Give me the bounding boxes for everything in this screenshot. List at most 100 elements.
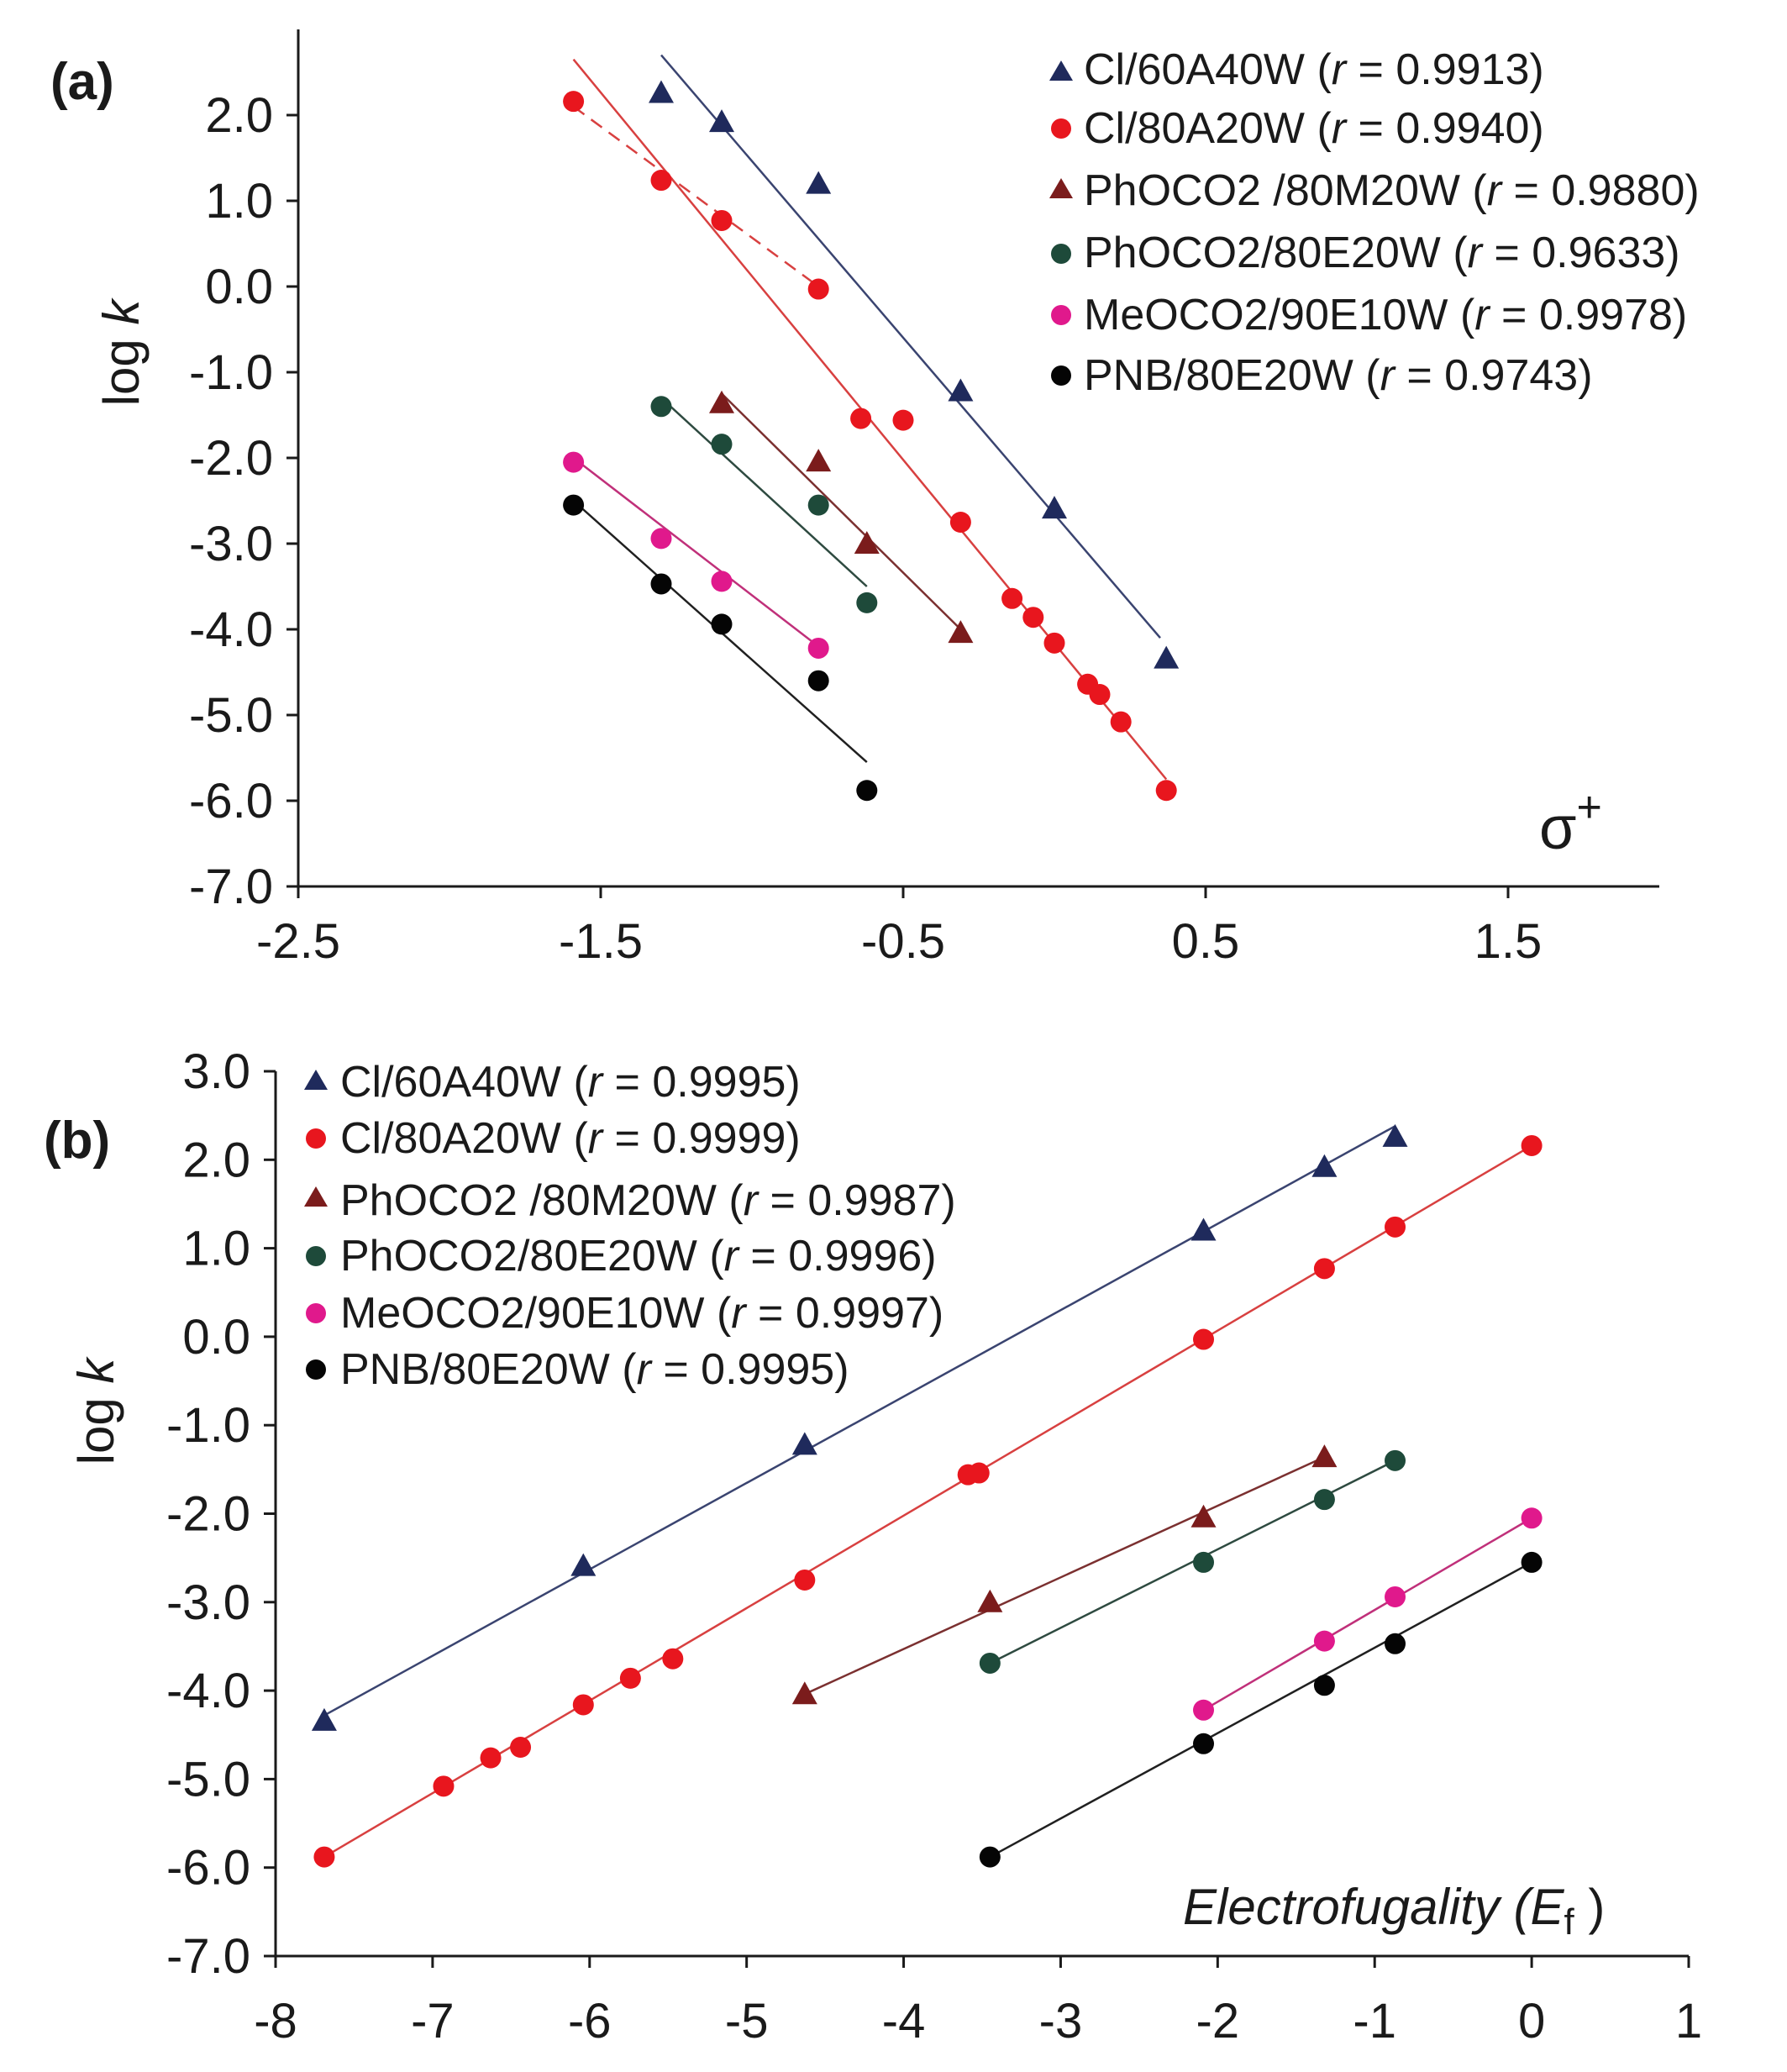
legend-series-name: PhOCO2 /80M20W — [340, 1176, 717, 1225]
panel-b-point-phoco2-80e20w — [1193, 1551, 1215, 1573]
panel-b-point-cl-60a40w — [791, 1432, 817, 1455]
panel-a-x-tick-label: -1.5 — [559, 914, 643, 969]
panel-a-point-pnb-80e20w — [563, 494, 585, 516]
legend-r-value: 0.9913 — [1395, 45, 1529, 94]
panel-b-fit-line-meoco2-90e10w — [1202, 1517, 1532, 1712]
panel-b-x-tick-label: -5 — [725, 1994, 769, 2048]
panel-b-legend-marker-meoco2-90e10w — [306, 1303, 326, 1323]
panel-b-y-tick-label: 0.0 — [182, 1310, 250, 1365]
legend-r-value: 0.9940 — [1395, 104, 1529, 153]
panel-b-point-phoco2-80m20w — [1190, 1504, 1217, 1528]
svg-text:Cl/60A40W (r = 0.9995): Cl/60A40W (r = 0.9995) — [340, 1058, 801, 1107]
panel-b-point-phoco2-80m20w — [1311, 1444, 1338, 1468]
panel-b-point-cl-80a20w — [794, 1569, 816, 1591]
panel-a-y-tick-label: -4.0 — [189, 602, 273, 657]
panel-b-point-phoco2-80m20w — [977, 1589, 1003, 1612]
panel-a-legend-marker-cl-80a20w — [1051, 118, 1071, 139]
legend-r-value: 0.9978 — [1539, 291, 1673, 339]
panel-a-point-cl-60a40w — [1042, 496, 1067, 519]
panel-a-y-tick-label: -7.0 — [189, 860, 273, 914]
panel-a-y-tick-label: 0.0 — [205, 260, 273, 314]
panel-b-point-cl-60a40w — [1382, 1123, 1408, 1147]
panel-b-point-cl-60a40w — [311, 1707, 337, 1731]
panel-b-legend-marker-cl-60a40w — [304, 1070, 328, 1090]
panel-b-point-cl-80a20w — [1385, 1216, 1406, 1238]
svg-text:PNB/80E20W (r = 0.9995): PNB/80E20W (r = 0.9995) — [340, 1345, 849, 1394]
legend-series-name: Cl/80A20W — [340, 1114, 561, 1163]
panel-a-point-cl-80a20w — [563, 91, 585, 113]
panel-a-point-phoco2-80e20w — [856, 592, 878, 613]
panel-b-legend-entry-phoco2-80e20w: PhOCO2/80E20W (r = 0.9996) — [306, 1232, 937, 1281]
panel-a-x-tick-label: 1.5 — [1474, 914, 1543, 969]
panel-b-point-cl-60a40w — [1190, 1217, 1217, 1241]
panel-a-y-tick-label: 1.0 — [205, 174, 273, 229]
panel-a-legend-marker-pnb-80e20w — [1051, 365, 1071, 386]
svg-text:PhOCO2 /80M20W (r = 0.9880): PhOCO2 /80M20W (r = 0.9880) — [1084, 166, 1700, 215]
panel-a-point-cl-80a20w — [1022, 607, 1044, 628]
panel-b-point-meoco2-90e10w — [1385, 1586, 1406, 1607]
panel-b-x-tick-label: -4 — [882, 1994, 926, 2048]
panel-a-point-cl-80a20w — [1110, 711, 1132, 733]
panel-a-legend: Cl/60A40W (r = 0.9913) Cl/80A20W (r = 0.… — [1049, 45, 1700, 400]
svg-text:PhOCO2/80E20W (r = 0.9633): PhOCO2/80E20W (r = 0.9633) — [1084, 229, 1680, 277]
svg-text:PNB/80E20W (r = 0.9743): PNB/80E20W (r = 0.9743) — [1084, 351, 1593, 400]
panel-b-y-tick-label: -4.0 — [166, 1664, 250, 1718]
panel-a-point-cl-60a40w — [709, 109, 734, 133]
panel-a-legend-entry-cl-80a20w: Cl/80A20W (r = 0.9940) — [1051, 104, 1544, 153]
panel-b-legend-marker-pnb-80e20w — [306, 1359, 326, 1380]
legend-series-name: Cl/60A40W — [340, 1058, 561, 1107]
panel-a-point-pnb-80e20w — [856, 780, 878, 802]
panel-a-point-cl-80a20w — [1155, 780, 1177, 802]
panel-a-point-meoco2-90e10w — [563, 451, 585, 473]
legend-r-value: 0.9995 — [652, 1058, 786, 1107]
panel-b-x-tick-label: -1 — [1353, 1994, 1396, 2048]
panel-b-point-meoco2-90e10w — [1313, 1630, 1335, 1652]
svg-text:MeOCO2/90E10W (r = 0.9978): MeOCO2/90E10W (r = 0.9978) — [1084, 291, 1687, 339]
panel-a-y-tick-label: -1.0 — [189, 345, 273, 400]
legend-series-name: MeOCO2/90E10W — [1084, 291, 1448, 339]
panel-a-fit-line-cl-60a40w — [660, 54, 1161, 639]
panel-a-fit-line-phoco2-80e20w — [660, 397, 868, 587]
panel-a-point-phoco2-80m20w — [709, 390, 734, 413]
panel-a-x-tick-label: -0.5 — [861, 914, 945, 969]
panel-b-point-phoco2-80e20w — [1313, 1489, 1335, 1511]
panel-a-legend-entry-meoco2-90e10w: MeOCO2/90E10W (r = 0.9978) — [1051, 291, 1687, 339]
panel-a-legend-entry-phoco2-80m20w: PhOCO2 /80M20W (r = 0.9880) — [1049, 166, 1700, 215]
panel-a-point-phoco2-80m20w — [806, 449, 832, 472]
panel-b-point-cl-80a20w — [433, 1775, 455, 1797]
panel-a-point-cl-80a20w — [949, 512, 971, 533]
panel-a-point-meoco2-90e10w — [711, 571, 733, 592]
panel-a-data-points — [563, 80, 1180, 802]
panel-a-point-meoco2-90e10w — [807, 637, 829, 659]
panel-a-point-cl-80a20w — [650, 170, 672, 192]
panel-a-point-phoco2-80e20w — [711, 434, 733, 455]
panel-a-point-meoco2-90e10w — [650, 528, 672, 550]
panel-b-x-tick-label: -6 — [568, 1994, 612, 2048]
panel-b-y-tick-label: 2.0 — [182, 1133, 250, 1187]
panel-b-data-points — [311, 1123, 1543, 1868]
panel-a-legend-marker-phoco2-80m20w — [1049, 178, 1073, 198]
panel-a-point-cl-60a40w — [806, 171, 832, 194]
legend-series-name: PNB/80E20W — [340, 1345, 610, 1394]
panel-a-legend-marker-cl-60a40w — [1049, 60, 1073, 81]
panel-a-legend-marker-meoco2-90e10w — [1051, 305, 1071, 325]
panel-b-y-tick-label: -5.0 — [166, 1752, 250, 1806]
panel-b-point-cl-80a20w — [1193, 1328, 1215, 1350]
panel-a-point-phoco2-80e20w — [807, 494, 829, 516]
panel-a-point-cl-80a20w — [1043, 632, 1065, 654]
panel-a-fit-line-phoco2-80m20w — [721, 392, 962, 630]
panel-b-legend-entry-phoco2-80m20w: PhOCO2 /80M20W (r = 0.9987) — [304, 1176, 956, 1225]
panel-b-legend: Cl/60A40W (r = 0.9995) Cl/80A20W (r = 0.… — [304, 1058, 956, 1394]
legend-r-value: 0.9999 — [652, 1114, 786, 1163]
svg-text:Cl/80A20W (r = 0.9940): Cl/80A20W (r = 0.9940) — [1084, 104, 1544, 153]
panel-a-x-axis-title: σ+ — [1539, 783, 1602, 862]
panel-b-legend-marker-cl-80a20w — [306, 1128, 326, 1149]
panel-b-y-tick-label: 3.0 — [182, 1044, 250, 1099]
panel-b-x-tick-label: 1 — [1675, 1994, 1702, 2048]
legend-series-name: Cl/60A40W — [1084, 45, 1305, 94]
panel-b-point-phoco2-80m20w — [791, 1681, 817, 1705]
panel-a-point-cl-80a20w — [850, 408, 872, 429]
panel-a-legend-entry-pnb-80e20w: PNB/80E20W (r = 0.9743) — [1051, 351, 1593, 400]
legend-r-value: 0.9743 — [1444, 351, 1578, 400]
